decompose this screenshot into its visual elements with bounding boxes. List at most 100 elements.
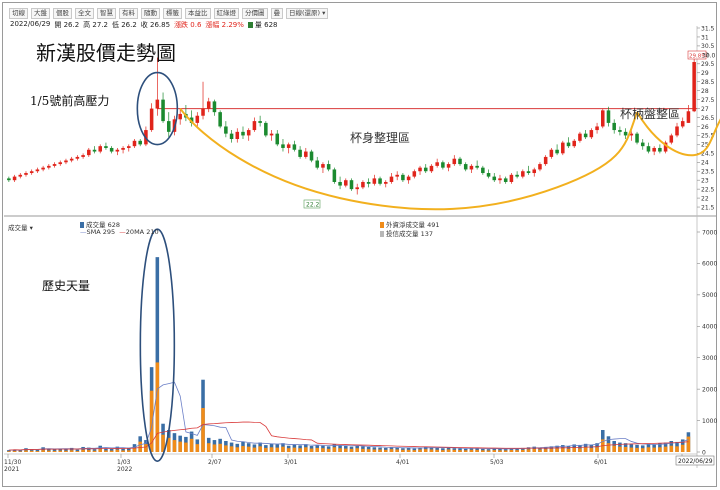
- corner-tag: 30.0: [702, 53, 716, 60]
- toolbar-button-5[interactable]: 有料: [119, 8, 138, 19]
- foreign-volume-bar: [492, 450, 497, 452]
- candle-body: [338, 181, 342, 186]
- volume-tick-label: 3000: [702, 355, 717, 362]
- toolbar-button-8[interactable]: 本益比: [185, 8, 211, 19]
- candle-body: [583, 133, 588, 138]
- x-tick-label: 1/03: [117, 459, 131, 466]
- foreign-volume-bar: [144, 444, 148, 452]
- candle-body: [401, 174, 405, 181]
- date-tag-box: [675, 455, 715, 466]
- candle-body: [298, 149, 302, 157]
- foreign-volume-bar: [555, 448, 559, 452]
- high-tag-box: [687, 50, 707, 60]
- price-tick-label: 22.5: [701, 186, 715, 193]
- toolbar-button-3[interactable]: 全文: [75, 8, 94, 19]
- candle-body: [475, 165, 479, 168]
- foreign-volume-bar: [458, 450, 462, 452]
- toolbar-button-7[interactable]: 標籤: [163, 8, 182, 19]
- candle-body: [538, 164, 542, 170]
- volume-bar: [109, 448, 114, 452]
- toolbar-button-6[interactable]: 隨動: [141, 8, 160, 19]
- candle-body: [132, 140, 137, 147]
- candle-body: [269, 133, 274, 136]
- candle-body: [361, 181, 365, 188]
- candle-body: [395, 174, 399, 177]
- foreign-volume-bar: [538, 449, 542, 452]
- x-tick-label-year: 2022: [117, 466, 132, 473]
- price-info-line: 2022/06/29 開 26.2 高 27.2 低 26.2 收 26.85 …: [10, 20, 277, 30]
- candle-body: [275, 133, 280, 145]
- foreign-volume-bar: [532, 449, 537, 452]
- handle-label: 杯柄盤整區: [620, 106, 680, 121]
- candle-body: [224, 126, 228, 134]
- handle-curve: [636, 111, 720, 157]
- toolbar-button-2[interactable]: 個股: [53, 8, 72, 19]
- candle-body: [486, 173, 491, 177]
- foreign-volume-bar: [47, 450, 51, 452]
- price-tick-label: 27: [701, 106, 709, 113]
- candle-body: [618, 130, 622, 132]
- foreign-volume-bar: [383, 449, 388, 452]
- toolbar-button-11[interactable]: 疊: [270, 8, 283, 19]
- toolbar-button-12[interactable]: 日線(還原): [286, 8, 329, 19]
- foreign-volume-bar: [583, 447, 588, 452]
- foreign-volume-bar: [195, 444, 200, 452]
- info-high: 高 27.2: [83, 21, 108, 29]
- toolbar-button-10[interactable]: 分價圖: [242, 8, 268, 19]
- foreign-volume-bar: [127, 450, 131, 452]
- volume-indicator-select[interactable]: 成交量 ▾: [8, 224, 33, 232]
- price-tick-label: 24.5: [701, 151, 715, 158]
- volume-bar: [18, 450, 23, 452]
- toolbar-button-9[interactable]: 紅綠燈: [213, 8, 239, 19]
- foreign-volume-bar: [686, 436, 691, 452]
- foreign-volume-bar: [566, 448, 571, 452]
- toolbar-button-1[interactable]: 大盤: [31, 8, 50, 19]
- foreign-volume-bar: [29, 450, 34, 452]
- volume-tick-label: 4000: [702, 324, 717, 331]
- foreign-volume-bar: [286, 448, 291, 452]
- candle-body: [332, 169, 337, 182]
- toolbar-button-4[interactable]: 智慧: [97, 8, 116, 19]
- info-volume: 量 628: [248, 20, 278, 30]
- volume-bar: [58, 448, 63, 452]
- candle-body: [218, 112, 222, 127]
- price-tick-label: 25: [701, 142, 709, 149]
- foreign-volume-bar: [423, 449, 428, 452]
- foreign-volume-bar: [24, 450, 28, 452]
- candle-body: [680, 121, 685, 127]
- volume-tick-label: 5000: [702, 292, 717, 299]
- foreign-volume-bar: [589, 448, 594, 452]
- candle-body: [258, 121, 262, 123]
- candle-body: [115, 149, 120, 152]
- foreign-volume-bar: [452, 449, 457, 452]
- volume-bar: [35, 449, 40, 452]
- legend-trust: 投信成交量 137: [380, 228, 433, 238]
- candle-body: [572, 140, 576, 147]
- candle-body: [304, 151, 308, 157]
- volume-tick-label: 0: [702, 449, 706, 456]
- foreign-volume-bar: [606, 443, 611, 452]
- foreign-volume-bar: [315, 447, 320, 452]
- foreign-volume-bar: [635, 447, 639, 452]
- candle-body: [429, 165, 434, 172]
- foreign-volume-bar: [281, 446, 285, 452]
- foreign-volume-bar: [132, 448, 137, 452]
- candle-body: [652, 147, 656, 152]
- toolbar-button-0[interactable]: 切線: [9, 8, 28, 19]
- foreign-volume-bar: [663, 446, 668, 452]
- candle-body: [212, 101, 217, 113]
- x-tick-label-year: 2021: [4, 466, 19, 473]
- candle-body: [675, 126, 679, 136]
- foreign-volume-bar: [292, 447, 297, 452]
- candle-body: [189, 117, 194, 123]
- candle-body: [463, 164, 468, 170]
- candle-body: [35, 169, 40, 172]
- foreign-volume-bar: [429, 449, 434, 452]
- foreign-volume-bar: [264, 447, 268, 452]
- volume-bar: [7, 450, 11, 452]
- candle-body: [646, 146, 651, 152]
- price-tick-label: 25.5: [701, 133, 715, 140]
- foreign-volume-bar: [35, 451, 40, 452]
